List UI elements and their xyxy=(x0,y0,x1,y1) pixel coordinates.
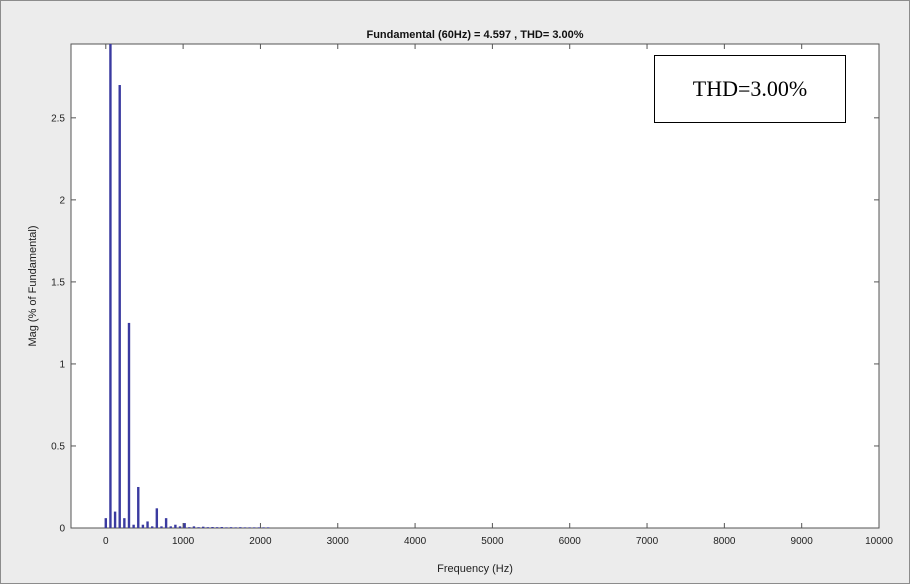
x-tick-label: 6000 xyxy=(559,536,582,547)
spectrum-bar xyxy=(146,521,149,528)
spectrum-bar xyxy=(266,527,270,528)
spectrum-bar xyxy=(183,523,186,528)
y-tick-label: 0.5 xyxy=(51,441,65,452)
y-tick-label: 1 xyxy=(59,359,65,370)
spectrum-bar xyxy=(215,527,219,528)
x-axis-label: Frequency (Hz) xyxy=(437,563,513,575)
spectrum-bar xyxy=(243,527,247,528)
spectrum-bar xyxy=(150,526,154,528)
spectrum-bar xyxy=(220,527,223,528)
spectrum-bar xyxy=(174,524,177,528)
spectrum-bar xyxy=(192,526,196,528)
spectrum-bar xyxy=(109,44,112,528)
spectrum-bar xyxy=(164,518,168,528)
x-tick-label: 9000 xyxy=(791,536,814,547)
x-axis: 0 1000 2000 3000 4000 5000 6000 7000 8000 9000 100… xyxy=(103,44,893,547)
spectrum-bar xyxy=(178,526,182,528)
plot-area xyxy=(70,43,880,529)
x-tick-label: 3000 xyxy=(327,536,350,547)
spectrum-bar xyxy=(248,527,251,528)
spectrum-bar xyxy=(206,527,210,528)
spectrum-bar xyxy=(253,527,256,528)
spectrum-bar xyxy=(123,518,126,528)
spectrum-bar xyxy=(104,518,107,528)
spectrum-bar xyxy=(225,527,228,528)
spectrum-bar xyxy=(211,527,214,528)
spectrum-bar xyxy=(113,511,117,528)
x-tick-label: 2000 xyxy=(249,536,272,547)
spectrum-bar xyxy=(262,527,265,528)
y-tick-label: 2 xyxy=(59,195,65,206)
y-tick-label: 0 xyxy=(59,524,65,535)
y-axis: 0 0.5 1 1.5 2 2.5 xyxy=(51,113,879,535)
x-tick-label: 8000 xyxy=(713,536,736,547)
spectrum-bar xyxy=(137,486,140,528)
spectrum-bar xyxy=(202,526,205,528)
y-tick-label: 2.5 xyxy=(51,113,65,124)
spectrum-bar xyxy=(229,527,233,528)
spectrum-bar xyxy=(155,508,159,528)
thd-annotation-box: THD=3.00% xyxy=(654,55,846,123)
x-tick-label: 1000 xyxy=(172,536,195,547)
spectrum-bar xyxy=(132,524,135,528)
spectrum-bar xyxy=(197,527,200,528)
spectrum-bar xyxy=(127,322,131,528)
x-tick-label: 5000 xyxy=(481,536,504,547)
spectrum-bar xyxy=(160,526,163,528)
spectrum-bar xyxy=(141,524,145,528)
x-tick-label: 10000 xyxy=(865,536,893,547)
spectrum-bar xyxy=(239,527,242,528)
x-tick-label: 0 xyxy=(103,536,109,547)
x-tick-label: 7000 xyxy=(636,536,659,547)
spectrum-bar xyxy=(118,85,121,528)
x-tick-label: 4000 xyxy=(404,536,427,547)
chart-title: Fundamental (60Hz) = 4.597 , THD= 3.00% xyxy=(366,29,583,41)
spectrum-bar xyxy=(234,527,237,528)
thd-annotation-text: THD=3.00% xyxy=(692,76,808,101)
y-axis-label: Mag (% of Fundamental) xyxy=(27,225,39,346)
spectrum-bar xyxy=(257,527,261,528)
y-tick-label: 1.5 xyxy=(51,277,65,288)
spectrum-bars xyxy=(104,44,270,528)
spectrum-bar xyxy=(169,526,172,528)
spectrum-bar xyxy=(188,527,191,528)
